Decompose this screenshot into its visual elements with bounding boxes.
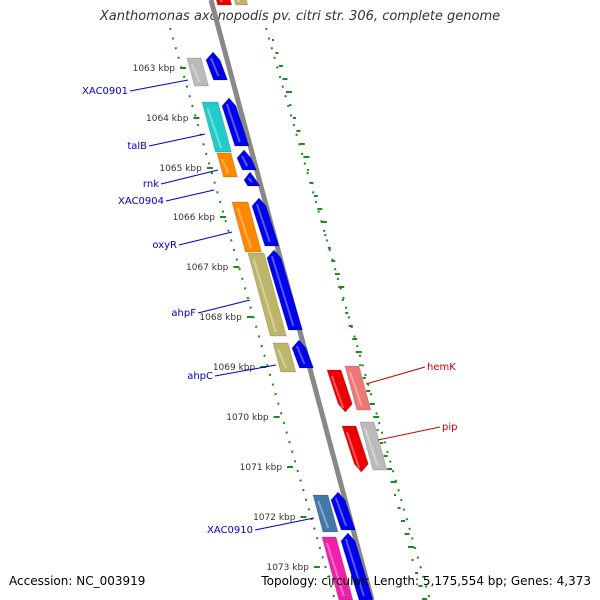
cds-rnk-highlight bbox=[220, 158, 230, 174]
kbp-label: 1063 kbp bbox=[133, 64, 176, 74]
kbp-label: 1067 kbp bbox=[186, 263, 229, 273]
kbp-label: 1064 kbp bbox=[146, 114, 189, 124]
cds-xac0901-highlight bbox=[190, 63, 201, 83]
gene-leader-line bbox=[377, 426, 441, 441]
genome-summary: Topology: circular; Length: 5,175,554 bp… bbox=[261, 574, 591, 588]
cds-oxyr bbox=[231, 201, 263, 253]
kbp-label: 1071 kbp bbox=[240, 463, 283, 473]
gene-label-xac0910[interactable]: XAC0910 bbox=[207, 525, 253, 536]
kbp-ticks: 1063 kbp 1064 kbp 1065 kbp 1066 kbp 1067 kbp… bbox=[133, 64, 320, 573]
cds-pip-highlight bbox=[345, 431, 361, 469]
cds-arrow-7-highlight bbox=[295, 345, 306, 365]
gene-label-rnk[interactable]: rnk bbox=[143, 179, 159, 190]
gene-label-xac0901[interactable]: XAC0901 bbox=[82, 86, 128, 97]
cds-arrow-7 bbox=[291, 339, 315, 369]
cds-arrow-6-highlight bbox=[270, 255, 295, 327]
cds-arrow-9 bbox=[340, 532, 374, 600]
cds-arrow-9-highlight bbox=[344, 538, 365, 597]
gene-leader-line bbox=[129, 79, 189, 92]
gene-leader-line bbox=[160, 169, 219, 185]
cds-talb-highlight bbox=[206, 107, 222, 149]
gene-leader-line bbox=[365, 366, 426, 385]
gene-label-pip[interactable]: pip bbox=[442, 422, 457, 433]
gene-label-talb[interactable]: talB bbox=[127, 141, 147, 152]
gene-label-ahpf[interactable]: ahpF bbox=[171, 308, 196, 319]
cds-oxyr-highlight bbox=[236, 207, 252, 249]
gene-leader-line bbox=[165, 189, 215, 202]
cds-arrow-1-highlight bbox=[209, 57, 220, 77]
accession-label: Accession: NC_003919 bbox=[9, 574, 146, 588]
cds-hemk bbox=[326, 369, 353, 413]
kbp-label: 1066 kbp bbox=[173, 213, 216, 223]
cds-ahpc bbox=[272, 342, 297, 373]
gene-label-ahpc[interactable]: ahpC bbox=[187, 371, 213, 382]
cds-xac0901 bbox=[186, 57, 210, 87]
kbp-label: 1069 kbp bbox=[213, 363, 256, 373]
cds-pip-box bbox=[359, 421, 388, 471]
cds-ahpc-highlight bbox=[277, 348, 287, 369]
kbp-label: 1073 kbp bbox=[266, 563, 309, 573]
cds-hemk-highlight bbox=[330, 375, 345, 409]
cds-bottom-magenta bbox=[321, 536, 354, 600]
cds-arrow-4-highlight bbox=[247, 177, 253, 183]
kbp-label: 1072 kbp bbox=[253, 513, 296, 523]
kbp-label: 1070 kbp bbox=[226, 413, 269, 423]
gene-label-hemk[interactable]: hemK bbox=[427, 362, 456, 373]
gc-skew-track bbox=[272, 39, 427, 600]
cds-xac0910-highlight bbox=[317, 500, 330, 529]
cds-features bbox=[186, 0, 388, 600]
gene-leader-line bbox=[148, 133, 206, 147]
cds-hemk-box bbox=[344, 365, 372, 411]
genome-title: Xanthomonas axonopodis pv. citri str. 30… bbox=[99, 9, 501, 24]
cds-arrow-3-highlight bbox=[241, 155, 249, 167]
cds-arrow-2-highlight bbox=[225, 103, 241, 143]
cds-ahpf-highlight bbox=[252, 258, 277, 333]
cds-pip bbox=[341, 425, 369, 473]
gene-leader-line bbox=[214, 364, 277, 377]
cds-pip-box-highlight bbox=[363, 427, 379, 467]
cds-talb bbox=[201, 101, 233, 153]
cds-arrow-5-highlight bbox=[255, 203, 271, 243]
gene-leader-line bbox=[254, 517, 315, 531]
cds-arrow-8 bbox=[330, 491, 356, 531]
gene-labels: XAC0901 talB rnk XAC0904 oxyR ahpF ahpC hemK pip… bbox=[82, 79, 457, 536]
cds-top-red bbox=[215, 0, 233, 6]
gene-leader-line bbox=[197, 299, 251, 314]
cds-arrow-1 bbox=[205, 51, 229, 81]
cds-hemk-box-highlight bbox=[348, 371, 363, 407]
cds-arrow-3 bbox=[236, 149, 258, 171]
gene-label-oxyr[interactable]: oxyR bbox=[152, 240, 177, 251]
cds-ahpf bbox=[247, 252, 287, 337]
cds-bottom-magenta-highlight bbox=[325, 542, 345, 597]
cds-arrow-8-highlight bbox=[334, 497, 348, 527]
kbp-label: 1068 kbp bbox=[199, 313, 242, 323]
cds-xac0910 bbox=[312, 494, 339, 533]
gene-label-xac0904[interactable]: XAC0904 bbox=[118, 196, 164, 207]
cds-arrow-5 bbox=[251, 197, 280, 247]
cds-rnk bbox=[216, 152, 239, 178]
cds-arrow-2 bbox=[221, 97, 250, 147]
cds-arrow-4 bbox=[243, 171, 261, 187]
gene-leader-line bbox=[178, 231, 233, 246]
kbp-label: 1065 kbp bbox=[159, 164, 202, 174]
cds-arrow-6 bbox=[266, 249, 304, 331]
cds-top-olive bbox=[233, 0, 249, 6]
